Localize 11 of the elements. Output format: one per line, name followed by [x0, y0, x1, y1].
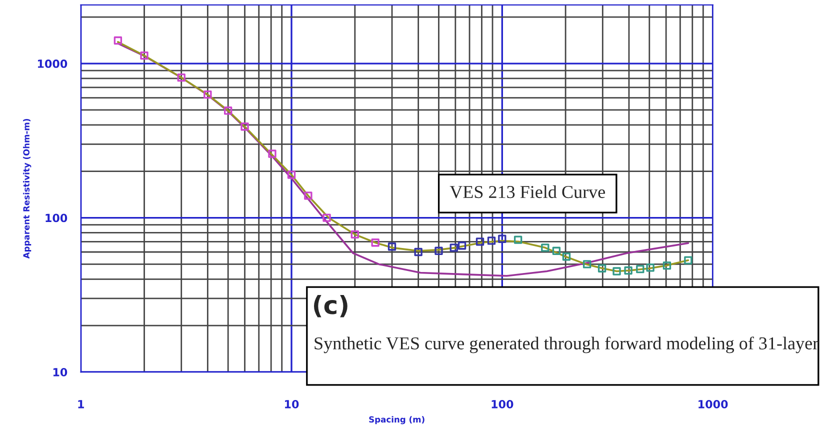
- x-axis-title: Spacing (m): [369, 416, 424, 424]
- x-tick-label: 100: [492, 400, 514, 408]
- y-tick-label: 100: [46, 214, 68, 222]
- x-tick-label: 1000: [698, 400, 728, 408]
- annotation: (c): [314, 294, 348, 318]
- annotation: VES 213 Field Curve: [450, 185, 605, 198]
- y-axis-title: Apparent Resistivity (Ohm-m): [23, 119, 32, 259]
- x-tick-label: 1: [78, 400, 84, 408]
- y-tick-label: 1000: [38, 60, 68, 68]
- x-tick-label: 10: [285, 400, 299, 408]
- y-tick-label: 10: [53, 368, 68, 376]
